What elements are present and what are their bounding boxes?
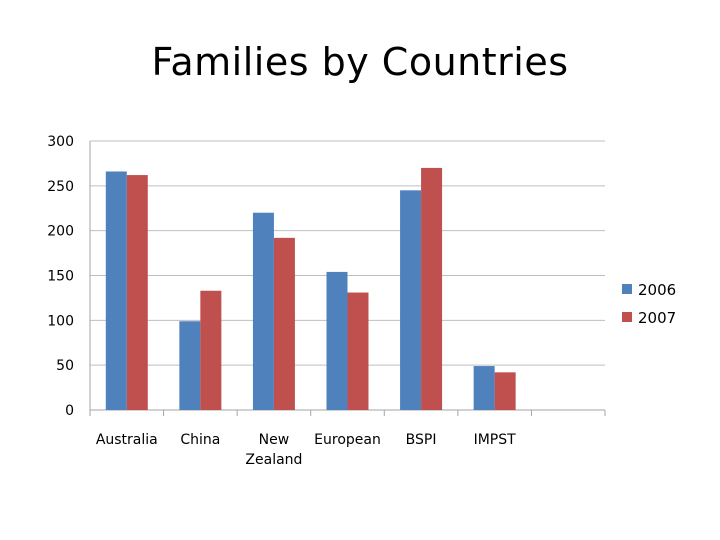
y-tick-label: 150 bbox=[47, 269, 74, 285]
bar-2007-australia bbox=[126, 175, 148, 410]
x-tick-label: Australia bbox=[96, 432, 158, 448]
bar-2007-impst bbox=[494, 372, 516, 410]
bar-2006-australia bbox=[105, 171, 127, 410]
x-tick-label: BSPI bbox=[406, 432, 437, 448]
chart-title: Families by Countries bbox=[151, 40, 569, 84]
bar-2007-european bbox=[347, 292, 369, 410]
legend-swatch-2007 bbox=[622, 312, 632, 322]
legend-label-2006: 2006 bbox=[638, 281, 676, 299]
y-tick-label: 50 bbox=[56, 358, 74, 374]
x-tick-label: European bbox=[314, 432, 381, 448]
y-tick-label: 0 bbox=[65, 403, 74, 419]
legend-label-2007: 2007 bbox=[638, 309, 676, 327]
bar-2007-bspi bbox=[421, 167, 443, 410]
bar-2006-china bbox=[179, 321, 201, 410]
x-tick-label: IMPST bbox=[474, 432, 517, 448]
bar-2007-china bbox=[200, 290, 222, 410]
y-tick-label: 300 bbox=[47, 134, 74, 150]
bar-2006-bspi bbox=[400, 190, 422, 410]
legend-swatch-2006 bbox=[622, 284, 632, 294]
y-tick-label: 100 bbox=[47, 313, 74, 329]
y-tick-label: 200 bbox=[47, 224, 74, 240]
x-tick-label: China bbox=[180, 432, 220, 448]
y-tick-label: 250 bbox=[47, 179, 74, 195]
bar-2006-new-zealand bbox=[252, 212, 274, 410]
bar-2006-impst bbox=[473, 366, 495, 410]
bar-2006-european bbox=[326, 271, 348, 410]
x-tick-label: New Zealand bbox=[245, 432, 302, 468]
bar-2007-new-zealand bbox=[273, 237, 295, 410]
